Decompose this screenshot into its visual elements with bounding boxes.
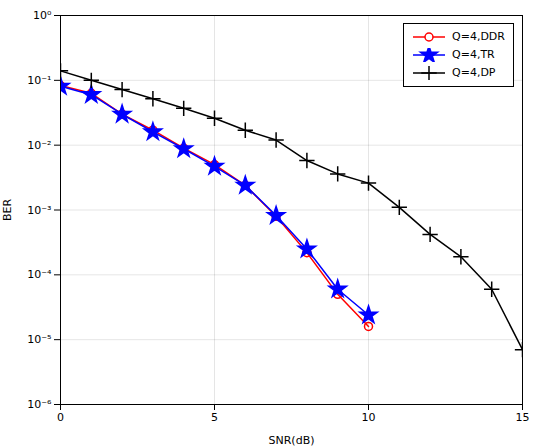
svg-text:10⁻⁵: 10⁻⁵ — [27, 333, 51, 346]
svg-text:5: 5 — [211, 411, 218, 424]
html-text:Q=4,DP: Q=4,DP — [452, 66, 496, 79]
svg-text:10⁻²: 10⁻² — [27, 139, 51, 152]
svg-text:SNR(dB): SNR(dB) — [269, 434, 315, 446]
svg-text:10⁻³: 10⁻³ — [27, 204, 51, 217]
svg-text:BER: BER — [1, 199, 14, 221]
svg-text:10⁻¹: 10⁻¹ — [27, 74, 51, 87]
html-text:Q=4,TR: Q=4,TR — [452, 48, 495, 61]
svg-text:10⁻⁶: 10⁻⁶ — [27, 398, 52, 411]
svg-text:10⁻⁴: 10⁻⁴ — [27, 268, 52, 281]
svg-text:10: 10 — [362, 411, 376, 424]
html-text:Q=4,DDR: Q=4,DDR — [452, 30, 505, 43]
svg-text:15: 15 — [516, 411, 530, 424]
svg-text:10⁰: 10⁰ — [33, 9, 52, 22]
svg-text:0: 0 — [57, 411, 64, 424]
